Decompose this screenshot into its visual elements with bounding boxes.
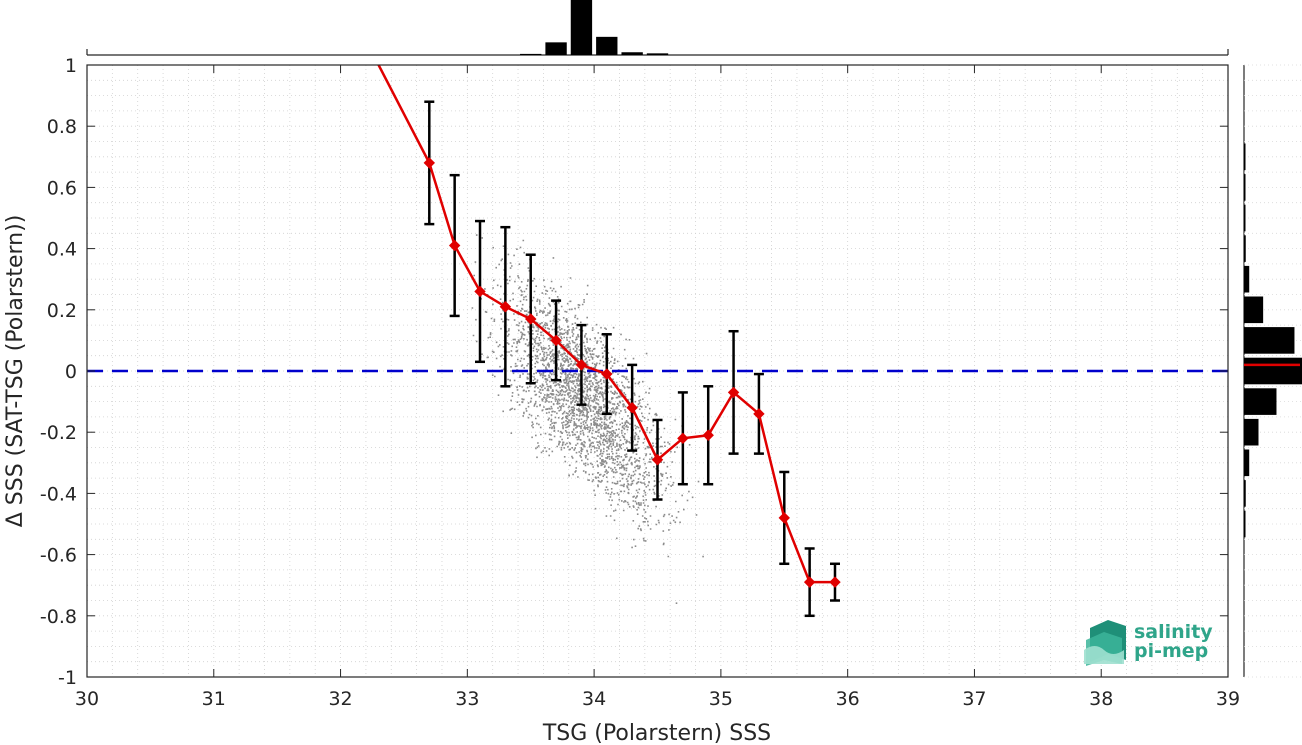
right-histogram-bar — [1244, 388, 1277, 415]
mean-marker — [423, 157, 436, 169]
y-tick-label: -0.8 — [40, 606, 77, 628]
mean-marker — [702, 429, 714, 441]
mean-marker — [448, 239, 461, 252]
y-tick-label: -0.2 — [40, 422, 77, 444]
right-histogram-bar — [1244, 480, 1246, 507]
y-tick-label: 0.2 — [47, 300, 77, 322]
top-histogram — [86, 0, 1229, 56]
right-histogram-bar — [1244, 265, 1250, 293]
binned-mean-series — [377, 64, 841, 588]
top-histogram-bar — [570, 0, 593, 55]
x-tick-label: 39 — [1216, 688, 1240, 710]
mean-marker — [601, 368, 613, 380]
x-tick-label: 37 — [962, 688, 986, 710]
right-histogram — [1243, 64, 1302, 678]
mean-marker — [651, 454, 664, 466]
right-histogram-bar — [1244, 143, 1246, 171]
right-histogram-bar — [1244, 510, 1246, 538]
y-tick-label: 0.4 — [47, 239, 77, 261]
mean-marker — [626, 402, 638, 414]
x-axis-label: TSG (Polarstern) SSS — [542, 721, 771, 745]
top-histogram-bar — [621, 52, 643, 55]
top-histogram-bar — [646, 53, 669, 55]
right-histogram-bar — [1244, 204, 1246, 232]
x-tick-label: 31 — [202, 688, 226, 710]
logo-line1: salinity — [1134, 621, 1213, 643]
mean-marker — [550, 334, 562, 347]
right-histogram-bar — [1244, 296, 1264, 324]
right-histogram-bar — [1244, 327, 1295, 354]
y-tick-label: 0.8 — [47, 116, 77, 138]
right-histogram-bar — [1244, 174, 1246, 201]
x-tick-label: 30 — [75, 688, 99, 710]
y-tick-label: 0.6 — [47, 177, 77, 199]
mean-marker — [829, 576, 841, 588]
y-axis-label: Δ SSS (SAT-TSG (Polarstern)) — [3, 215, 28, 528]
y-tick-label: -0.4 — [40, 483, 77, 505]
top-histogram-bar — [545, 42, 567, 55]
right-histogram-bar — [1244, 357, 1302, 385]
mean-marker — [727, 386, 740, 399]
mean-marker — [499, 301, 512, 313]
x-tick-label: 36 — [836, 688, 860, 710]
logo-wave-icon — [1084, 620, 1126, 666]
plot-area — [87, 65, 1228, 677]
x-tick-label: 32 — [328, 688, 352, 710]
salinity-pi-mep-logo: salinity pi-mep — [1084, 620, 1213, 666]
mean-marker — [474, 285, 486, 298]
mean-marker — [575, 359, 588, 371]
y-tick-label: 1 — [65, 55, 77, 77]
y-tick-label: 0 — [65, 361, 77, 383]
mean-marker — [525, 313, 537, 325]
y-tick-label: -0.6 — [40, 545, 77, 567]
x-tick-label: 34 — [582, 688, 606, 710]
right-histogram-bar — [1244, 418, 1259, 446]
y-tick-label: -1 — [58, 667, 77, 689]
x-tick-label: 35 — [709, 688, 733, 710]
mean-line — [377, 64, 835, 584]
right-histogram-bar — [1244, 449, 1250, 477]
top-histogram-bar — [596, 36, 618, 55]
x-tick-label: 33 — [455, 688, 479, 710]
mean-marker — [803, 576, 816, 588]
y-axis: 1 0.8 0.6 0.4 0.2 0 -0.2 -0.4 -0.6 -0.8 -1 — [40, 55, 1228, 689]
mean-marker — [753, 408, 765, 420]
right-histogram-bar — [1244, 235, 1246, 262]
x-tick-label: 38 — [1089, 688, 1113, 710]
mean-marker — [778, 512, 790, 524]
top-histogram-bar — [520, 53, 542, 55]
logo-line2: pi-mep — [1134, 640, 1208, 662]
x-axis: 30 31 32 33 34 35 36 37 38 39 — [75, 65, 1240, 710]
mean-marker — [677, 432, 689, 445]
